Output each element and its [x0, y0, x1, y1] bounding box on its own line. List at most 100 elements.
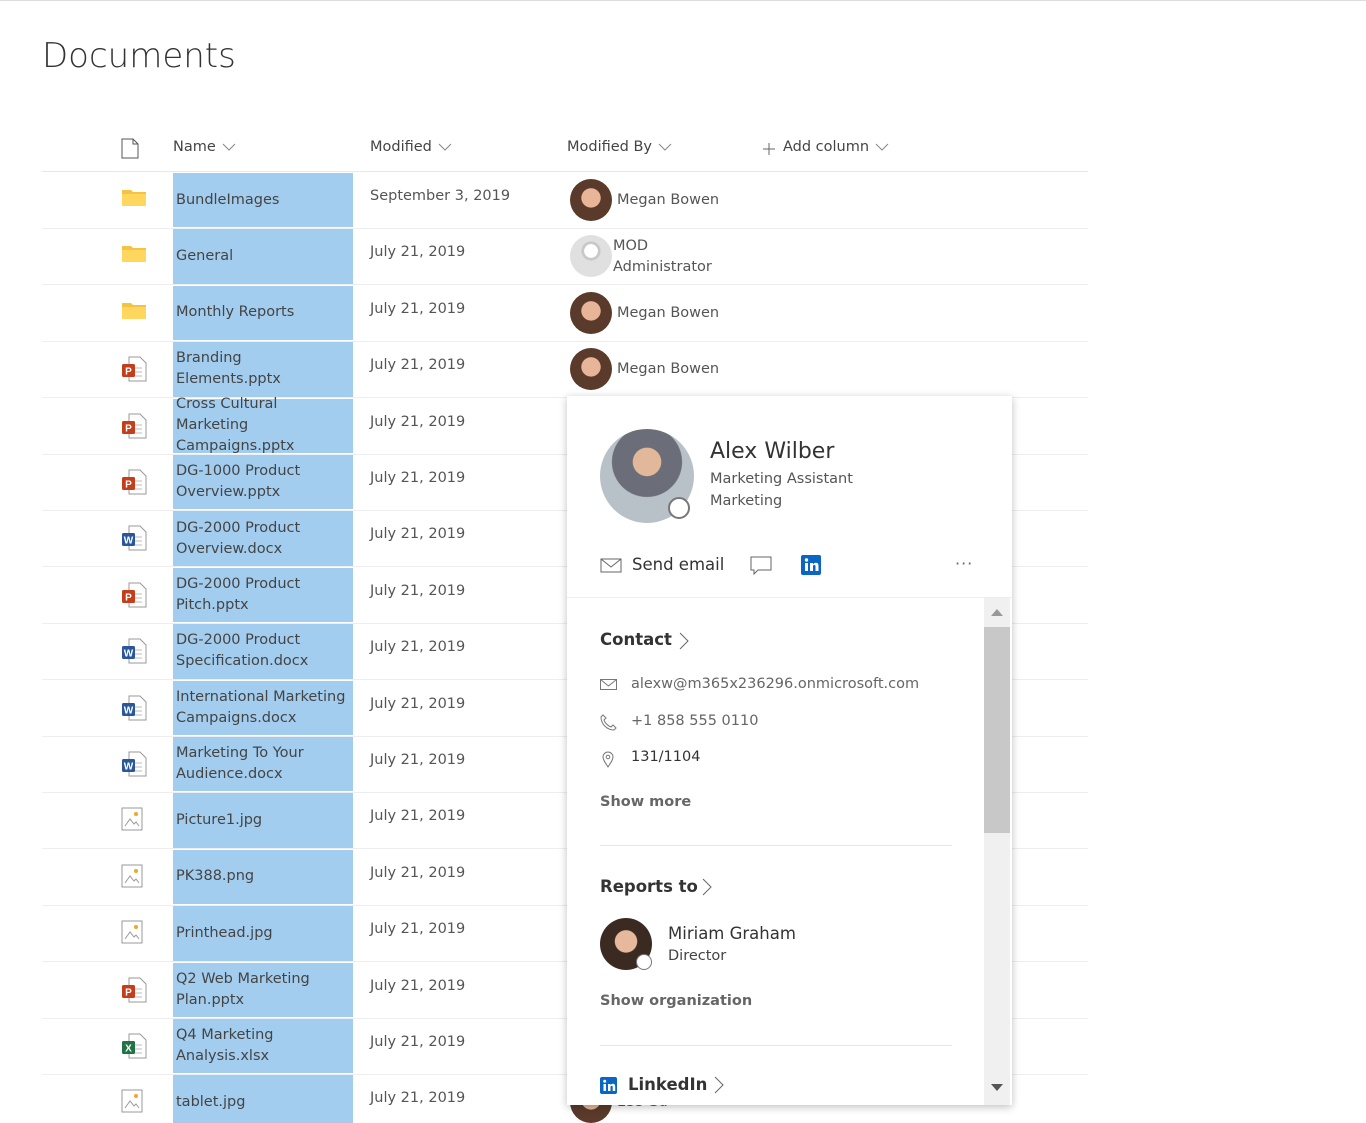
- column-header-label[interactable]: Modified By: [567, 139, 653, 155]
- linkedin-button[interactable]: [801, 555, 821, 575]
- show-organization[interactable]: Show organization: [600, 993, 753, 1009]
- scroll-up[interactable]: [990, 607, 1004, 617]
- scroll-thumb[interactable]: [984, 627, 1010, 833]
- divider: [600, 845, 952, 846]
- column-header[interactable]: Add column: [783, 139, 889, 155]
- file-name[interactable]: International Marketing Campaigns.docx: [176, 688, 346, 726]
- row-divider: [42, 1073, 1088, 1075]
- avatar[interactable]: [570, 179, 612, 221]
- manager-name[interactable]: Miriam Graham: [668, 924, 796, 943]
- phone[interactable]: +1 858 555 0110: [631, 713, 759, 729]
- file-name[interactable]: PK388.png: [176, 868, 255, 885]
- avatar[interactable]: [570, 348, 612, 391]
- file-name[interactable]: Cross Cultural Marketing Campaigns.pptx: [176, 396, 295, 455]
- more-button[interactable]: ···: [955, 554, 974, 573]
- file-name[interactable]: tablet.jpg: [176, 1094, 246, 1111]
- file-icon: [121, 300, 147, 324]
- reports-to-heading[interactable]: Reports to: [600, 877, 698, 896]
- file-name[interactable]: Q2 Web Marketing Plan.pptx: [176, 970, 310, 1008]
- avatar[interactable]: [570, 235, 612, 278]
- divider: [600, 1045, 952, 1046]
- file-name[interactable]: Q4 Marketing Analysis.xlsx: [176, 1027, 274, 1065]
- manager-title: Director: [668, 948, 727, 964]
- svg-text:P: P: [125, 987, 132, 998]
- file-name[interactable]: BundleImages: [176, 191, 280, 208]
- show-more[interactable]: Show more: [600, 794, 692, 810]
- modified: July 21, 2019: [370, 526, 466, 543]
- file-name[interactable]: DG-2000 Product Pitch.pptx: [176, 575, 301, 613]
- mail-icon: [600, 679, 617, 690]
- modified: July 21, 2019: [370, 1090, 466, 1107]
- file-icon: P: [121, 356, 147, 386]
- svg-text:W: W: [124, 762, 134, 773]
- file-icon: P: [121, 582, 147, 612]
- file-name[interactable]: DG-2000 Product Overview.docx: [176, 519, 301, 557]
- file-name[interactable]: Branding Elements.pptx: [176, 350, 281, 388]
- row-divider: [42, 679, 1088, 681]
- modified: July 21, 2019: [370, 357, 466, 374]
- row-divider: [42, 848, 1088, 850]
- email[interactable]: alexw@m365x236296.onmicrosoft.com: [631, 676, 920, 692]
- svg-text:P: P: [125, 423, 132, 434]
- modified: July 21, 2019: [370, 864, 466, 881]
- file-icon: [121, 187, 147, 211]
- file-icon: P: [121, 977, 147, 1007]
- file-icon: X: [121, 1033, 147, 1063]
- file-icon: P: [121, 413, 147, 443]
- row-divider: [42, 340, 1088, 342]
- modified-by[interactable]: Megan Bowen: [617, 361, 720, 378]
- name-cell: Branding Elements.pptx: [173, 342, 353, 397]
- contact-heading[interactable]: Contact: [600, 630, 672, 649]
- file-icon: [121, 243, 147, 267]
- file-name[interactable]: General: [176, 248, 234, 265]
- column-header-label[interactable]: Modified: [370, 139, 432, 155]
- scroll-down[interactable]: [990, 1083, 1004, 1093]
- column-header[interactable]: Modified By: [567, 139, 672, 155]
- column-header-label[interactable]: Name: [173, 139, 216, 155]
- mail-icon: [600, 558, 622, 573]
- file-type-header: [121, 138, 139, 163]
- file-name[interactable]: Printhead.jpg: [176, 924, 273, 941]
- name-cell: Marketing To Your Audience.docx: [173, 737, 353, 792]
- modified: July 21, 2019: [370, 244, 466, 261]
- phone-icon: [600, 714, 617, 731]
- chevron: [714, 1076, 724, 1094]
- chevron: [702, 878, 712, 896]
- modified-by[interactable]: MOD Administrator: [613, 238, 712, 276]
- avatar[interactable]: [570, 291, 612, 334]
- linkedin-heading[interactable]: LinkedIn: [628, 1075, 708, 1094]
- name-cell: DG-2000 Product Specification.docx: [173, 624, 353, 679]
- modified: July 21, 2019: [370, 1034, 466, 1050]
- modified: July 21, 2019: [370, 695, 466, 712]
- row-divider: [42, 509, 1088, 511]
- modified-by[interactable]: Megan Bowen: [617, 192, 720, 208]
- header-divider: [42, 171, 1088, 172]
- location: 131/1104: [631, 749, 701, 765]
- modified: July 21, 2019: [370, 808, 466, 825]
- file-icon: W: [121, 638, 147, 668]
- name-cell: BundleImages: [173, 173, 353, 228]
- modified-by[interactable]: Megan Bowen: [617, 304, 720, 321]
- column-header[interactable]: Modified: [370, 139, 452, 155]
- file-name[interactable]: Monthly Reports: [176, 304, 295, 321]
- file-name[interactable]: DG-2000 Product Specification.docx: [176, 632, 309, 670]
- file-icon: [121, 807, 143, 835]
- file-name[interactable]: DG-1000 Product Overview.pptx: [176, 463, 301, 501]
- modified: September 3, 2019: [370, 188, 511, 204]
- profile-card: Alex Wilber Marketing Assistant Marketin…: [567, 396, 1012, 1105]
- name-cell: tablet.jpg: [173, 1075, 353, 1123]
- file-name[interactable]: Picture1.jpg: [176, 812, 263, 829]
- column-header-label[interactable]: Add column: [783, 139, 870, 155]
- send-email[interactable]: Send email: [632, 555, 725, 574]
- row-divider: [42, 961, 1088, 963]
- row-divider: [42, 453, 1088, 455]
- file-name[interactable]: Marketing To Your Audience.docx: [176, 745, 304, 783]
- chat-icon[interactable]: [750, 556, 772, 576]
- column-header[interactable]: Name: [173, 139, 236, 155]
- top-border: [0, 0, 1366, 1]
- add-icon: [762, 141, 776, 160]
- file-icon: [121, 1089, 143, 1117]
- row-divider: [42, 791, 1088, 793]
- file-icon: W: [121, 751, 147, 781]
